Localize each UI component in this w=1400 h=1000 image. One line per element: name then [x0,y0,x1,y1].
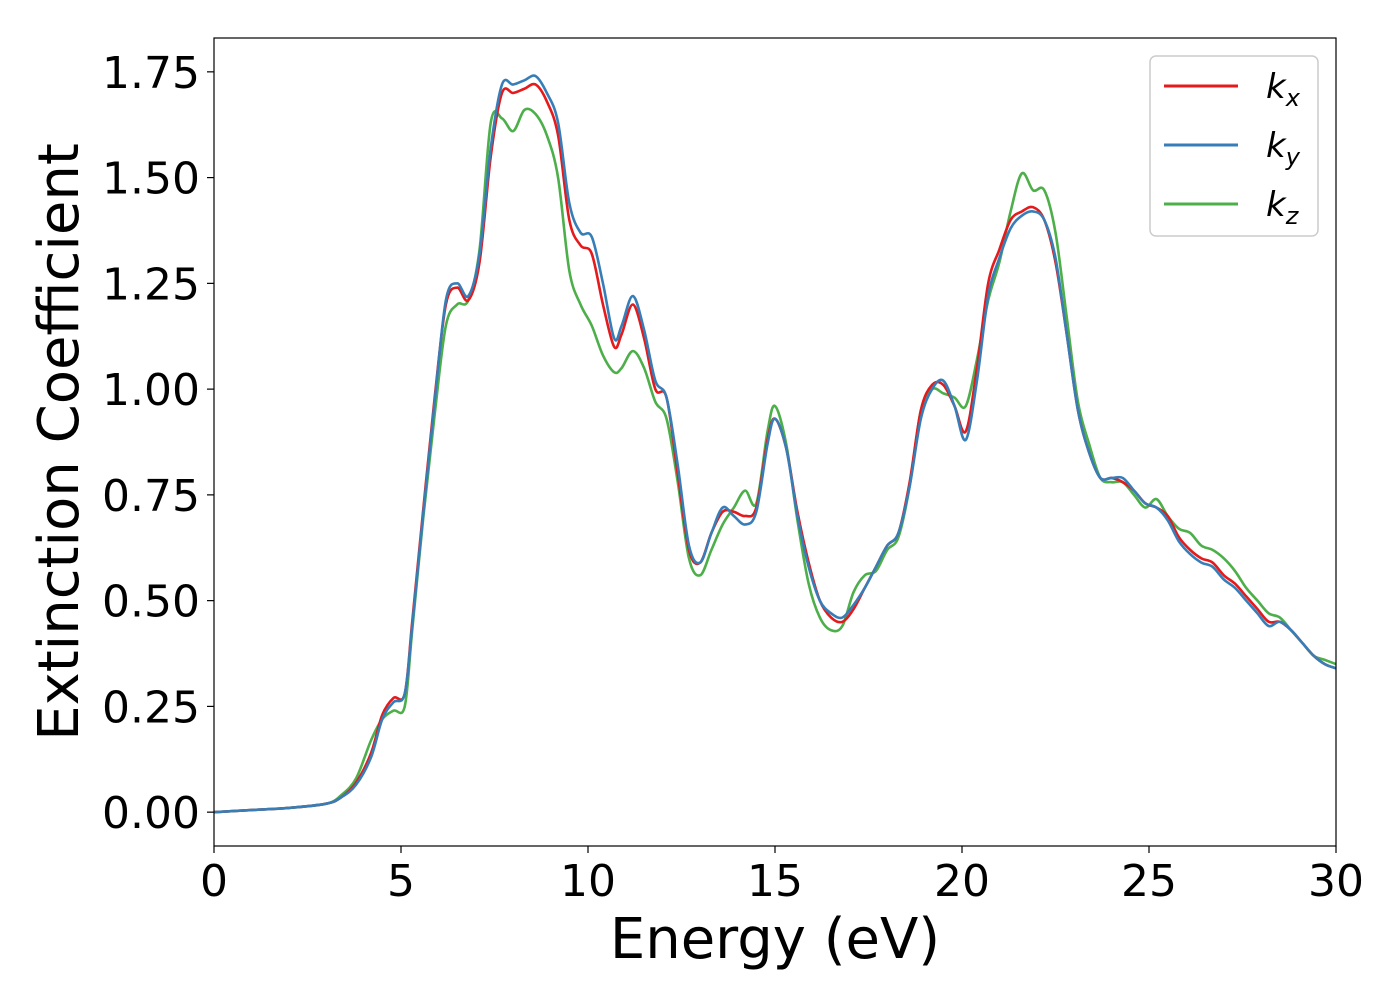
legend-label-base: k [1266,126,1287,166]
legend-label-subscript: y [1285,143,1301,171]
legend-label-y: ky [1266,126,1301,171]
x-axis: 0 5 10 15 20 25 30 [200,846,1364,907]
x-tick-label: 20 [934,856,990,907]
legend-label-subscript: z [1285,202,1300,230]
x-tick-label: 10 [560,856,616,907]
x-tick-label: 5 [387,856,415,907]
y-tick-label: 1.75 [102,48,200,99]
y-axis: 0.00 0.25 0.50 0.75 1.00 1.25 1.50 1.75 [102,48,214,839]
y-tick-label: 1.00 [102,365,200,416]
y-tick-label: 0.50 [102,577,200,628]
x-tick-label: 25 [1121,856,1177,907]
y-tick-label: 1.50 [102,154,200,205]
series-line-y [214,74,1336,814]
x-axis-title: Energy (eV) [610,907,940,972]
legend-label-x: kx [1266,67,1301,112]
x-tick-label: 30 [1308,856,1364,907]
legend-label-base: k [1266,67,1287,107]
y-tick-label: 0.25 [102,682,200,733]
y-tick-label: 0.00 [102,788,200,839]
x-tick-label: 0 [200,856,228,907]
series-lines [214,74,1336,814]
legend-label-base: k [1266,185,1287,225]
legend-label-z: kz [1266,185,1300,230]
y-axis-title: Extinction Coefficient [27,143,92,741]
y-tick-label: 1.25 [102,259,200,310]
legend-label-subscript: x [1285,84,1301,112]
x-tick-label: 15 [747,856,803,907]
y-tick-label: 0.75 [102,471,200,522]
